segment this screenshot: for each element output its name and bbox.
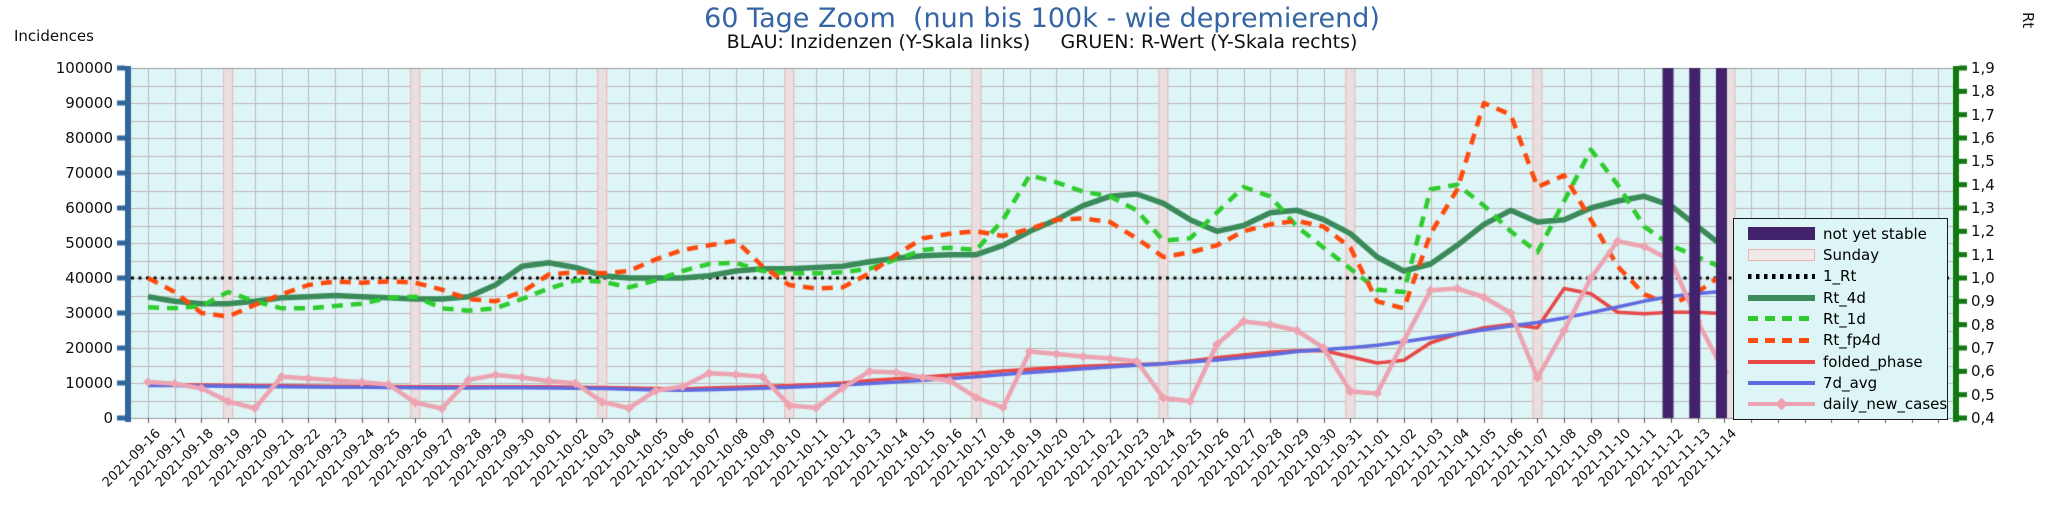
- legend-item-rt-4d: Rt_4d: [1748, 289, 1939, 307]
- y-tick-label-right: 1,5: [1971, 152, 1995, 171]
- legend-swatch: [1748, 311, 1815, 326]
- legend-item-label: 7d_avg: [1823, 373, 1878, 392]
- y-tick-label-right: 1,3: [1971, 199, 1995, 217]
- y-tick-label-left: 80000: [65, 129, 113, 147]
- y-tick-label-right: 1,6: [1971, 129, 1995, 147]
- y-tick-label-right: 1,4: [1971, 175, 1995, 194]
- legend-item-1-rt: 1_Rt: [1748, 267, 1939, 285]
- y-tick-label-left: 30000: [65, 304, 113, 322]
- legend-swatch: [1748, 375, 1815, 390]
- legend-swatch: [1748, 333, 1815, 348]
- legend-item-label: Rt_fp4d: [1823, 331, 1881, 350]
- legend-item-rt-1d: Rt_1d: [1748, 310, 1939, 328]
- legend-item-label: Rt_4d: [1823, 288, 1866, 307]
- y-tick-label-left: 40000: [65, 269, 113, 287]
- legend-item-7d-avg: 7d_avg: [1748, 374, 1939, 392]
- y-tick-label-left: 60000: [65, 199, 113, 217]
- legend-swatch: [1748, 290, 1815, 305]
- legend-item-label: folded_phase: [1823, 352, 1923, 371]
- y-tick-label-left: 10000: [65, 374, 113, 392]
- y-tick-label-right: 1,2: [1971, 222, 1995, 241]
- y-tick-label-right: 1,9: [1971, 59, 1995, 77]
- y-tick-label-right: 1,7: [1971, 105, 1995, 124]
- y-tick-label-right: 0,9: [1971, 292, 1995, 311]
- y-tick-label-right: 0,8: [1971, 315, 1995, 334]
- y-tick-label-left: 20000: [65, 339, 113, 357]
- y-tick-label-left: 0: [103, 409, 113, 427]
- legend-swatch: [1748, 397, 1815, 412]
- legend-item-label: daily_new_cases: [1823, 395, 1948, 414]
- y-tick-label-right: 0,7: [1971, 339, 1995, 357]
- y-tick-label-right: 0,4: [1971, 409, 1995, 427]
- legend-item-daily-new-cases: daily_new_cases: [1748, 395, 1947, 413]
- legend-item-label: 1_Rt: [1823, 267, 1857, 286]
- legend-swatch: [1748, 247, 1815, 262]
- y-tick-label-left: 50000: [65, 234, 113, 252]
- legend-swatch: [1748, 269, 1815, 284]
- y-tick-label-left: 90000: [65, 94, 113, 112]
- legend-swatch: [1748, 226, 1815, 241]
- y-tick-label-left: 100000: [55, 59, 113, 77]
- legend-item-label: not yet stable: [1823, 224, 1927, 243]
- y-tick-label-right: 1,0: [1971, 269, 1995, 287]
- legend: not yet stable Sunday 1_Rt Rt_4d Rt_1d Rt_fp4…: [1733, 218, 1948, 420]
- legend-swatch: [1748, 354, 1815, 369]
- legend-item-label: Sunday: [1823, 245, 1880, 264]
- legend-item-not-yet-stable: not yet stable: [1748, 225, 1939, 243]
- legend-item-folded-phase: folded_phase: [1748, 353, 1939, 371]
- y-tick-label-right: 1,1: [1971, 245, 1995, 264]
- legend-item-rt-fp4d: Rt_fp4d: [1748, 331, 1939, 349]
- y-tick-label-right: 0,6: [1971, 362, 1995, 381]
- y-tick-label-right: 1,8: [1971, 82, 1995, 101]
- diamond-marker-icon: [1775, 397, 1788, 411]
- y-tick-label-left: 70000: [65, 164, 113, 182]
- legend-item-label: Rt_1d: [1823, 309, 1866, 328]
- legend-item-sunday: Sunday: [1748, 246, 1939, 264]
- y-tick-label-right: 0,5: [1971, 385, 1995, 404]
